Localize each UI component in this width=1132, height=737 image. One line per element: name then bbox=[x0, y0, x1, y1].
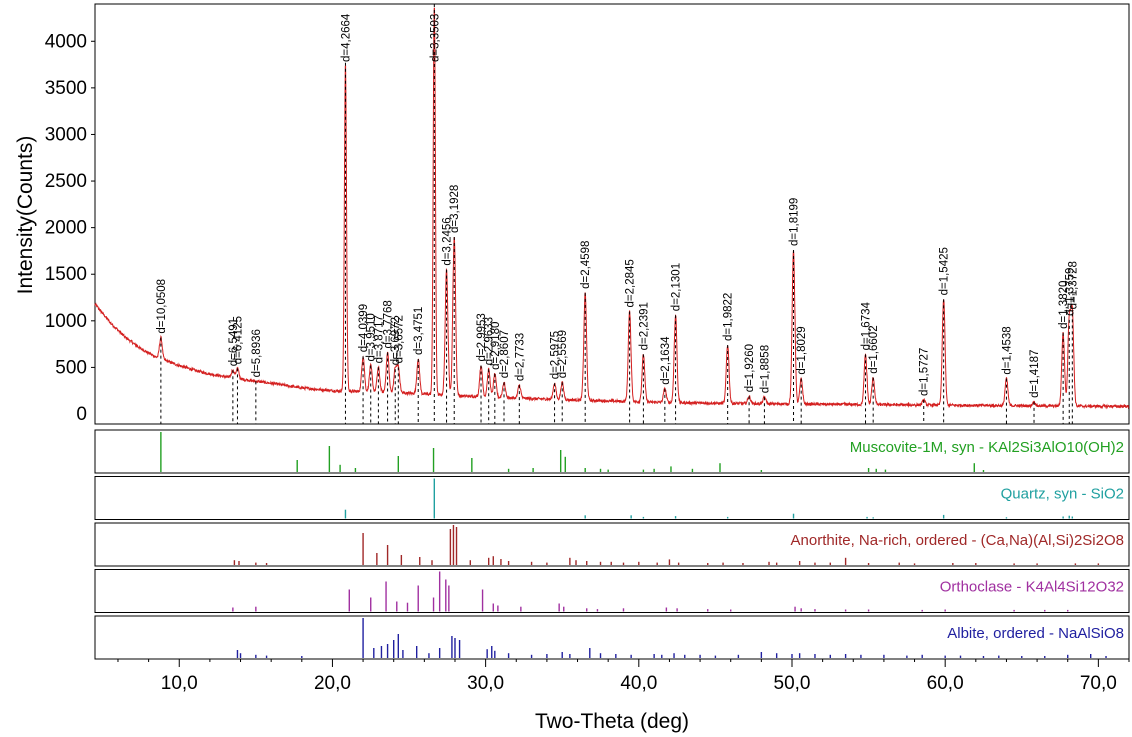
peak-d-label: d=1,6734 bbox=[861, 302, 873, 351]
peak-d-label: d=1,9822 bbox=[723, 293, 735, 341]
peak-d-label: d=3,8717 bbox=[373, 315, 385, 363]
phase-name-label: Anorthite, Na-rich, ordered - (Ca,Na)(Al… bbox=[791, 532, 1124, 549]
y-tick-label: 3500 bbox=[45, 78, 87, 99]
y-tick-label: 500 bbox=[55, 357, 87, 378]
y-tick-label: 1500 bbox=[45, 264, 87, 285]
peak-d-label: d=2,9633 bbox=[484, 317, 496, 365]
peak-d-label: d=4,0399 bbox=[358, 304, 370, 352]
phase-panel-frame bbox=[94, 615, 1130, 660]
x-tick-label: 50,0 bbox=[774, 673, 811, 694]
peak-d-label: d=5,8936 bbox=[251, 329, 263, 377]
peak-d-label: d=1,5727 bbox=[919, 348, 931, 396]
peak-d-label: d=1,8858 bbox=[759, 345, 771, 393]
y-tick-label: 1000 bbox=[45, 311, 87, 332]
phase-name-label: Quartz, syn - SiO2 bbox=[1001, 486, 1124, 503]
peak-d-label: d=3,4751 bbox=[413, 307, 425, 355]
peak-d-label: d=2,9953 bbox=[476, 313, 488, 361]
peak-d-label: d=2,4598 bbox=[580, 241, 592, 289]
x-tick-label: 70,0 bbox=[1080, 673, 1117, 694]
x-tick-label: 30,0 bbox=[467, 673, 504, 694]
y-tick-label: 3000 bbox=[45, 124, 87, 145]
main-plot-frame bbox=[94, 3, 1130, 425]
phase-panel: Muscovite-1M, syn - KAl2Si3AlO10(OH)2 bbox=[94, 429, 1130, 474]
peak-d-label: d=1,3728 bbox=[1067, 261, 1079, 309]
phase-panel: Quartz, syn - SiO2 bbox=[94, 476, 1130, 520]
phase-panel-frame bbox=[94, 569, 1130, 613]
peak-d-label: d=6,5491 bbox=[228, 318, 240, 366]
peak-d-label: d=1,4538 bbox=[1002, 326, 1014, 374]
peak-d-label: d=6,4125 bbox=[233, 316, 245, 364]
peak-d-label: d=3,3503 bbox=[429, 14, 441, 62]
phase-panel: Orthoclase - K4Al4Si12O32 bbox=[94, 569, 1130, 613]
x-tick-label: 40,0 bbox=[620, 673, 657, 694]
peak-d-label: d=10,0508 bbox=[156, 279, 168, 334]
peak-d-label: d=3,7768 bbox=[383, 300, 395, 348]
peak-d-label: d=2,1634 bbox=[660, 336, 672, 385]
peak-d-label: d=2,8607 bbox=[499, 330, 511, 378]
y-tick-label: 2500 bbox=[45, 171, 87, 192]
x-tick-label: 20,0 bbox=[314, 673, 351, 694]
phase-name-label: Muscovite-1M, syn - KAl2Si3AlO10(OH)2 bbox=[850, 439, 1124, 456]
y-tick-label: 4000 bbox=[45, 31, 87, 52]
phase-name-label: Albite, ordered - NaAlSiO8 bbox=[947, 625, 1124, 642]
phase-reference-panels: Muscovite-1M, syn - KAl2Si3AlO10(OH)2 Qua… bbox=[94, 429, 1130, 660]
phase-panel-frame bbox=[94, 429, 1130, 474]
peak-d-label: d=2,7733 bbox=[514, 333, 526, 381]
peak-d-label: d=3,1928 bbox=[449, 185, 461, 233]
peak-d-label: d=1,4187 bbox=[1029, 350, 1041, 398]
peak-d-label: d=2,1301 bbox=[671, 263, 683, 311]
peak-d-label: d=3,6572 bbox=[393, 315, 405, 363]
phase-panel-frame bbox=[94, 476, 1130, 520]
peak-d-label: d=1,8029 bbox=[796, 326, 808, 374]
phase-panel: Anorthite, Na-rich, ordered - (Ca,Na)(Al… bbox=[94, 522, 1130, 567]
x-axis-title: Two-Theta (deg) bbox=[535, 710, 689, 733]
peak-d-label: d=1,3820 bbox=[1058, 281, 1070, 329]
y-tick-label: 2000 bbox=[45, 218, 87, 239]
phase-panel: Albite, ordered - NaAlSiO8 bbox=[94, 615, 1130, 660]
peak-d-label: d=2,9180 bbox=[490, 322, 502, 370]
peak-d-label: d=2,2845 bbox=[625, 259, 637, 307]
y-tick-label-zero: 0 bbox=[76, 404, 87, 425]
main-pattern-panel: 500 1000 1500 2000 2500 3000 3500 4000 0 d=10,050… bbox=[45, 3, 1130, 425]
peak-d-label: d=2,5569 bbox=[557, 330, 569, 378]
peak-d-label: d=2,2391 bbox=[638, 302, 650, 350]
x-axis: 10,0 20,0 30,0 40,0 50,0 60,0 70,0 bbox=[117, 659, 1130, 694]
phase-panel-frame bbox=[94, 522, 1130, 567]
peak-d-label: d=1,3759 bbox=[1064, 268, 1076, 316]
x-tick-label: 10,0 bbox=[161, 673, 198, 694]
peak-d-label: d=1,9260 bbox=[744, 344, 756, 392]
y-axis-title: Intensity(Counts) bbox=[14, 136, 37, 295]
x-tick-label: 60,0 bbox=[927, 673, 964, 694]
peak-d-label: d=1,6602 bbox=[868, 325, 880, 373]
peak-d-label: d=1,5425 bbox=[939, 247, 951, 295]
peak-d-label: d=3,9510 bbox=[366, 313, 378, 361]
phase-name-label: Orthoclase - K4Al4Si12O32 bbox=[940, 579, 1124, 596]
peak-d-label: d=2,5975 bbox=[550, 331, 562, 379]
diffraction-pattern-line bbox=[94, 7, 1130, 410]
peak-d-label: d=3,2456 bbox=[442, 217, 454, 265]
peak-d-label: d=1,8199 bbox=[789, 198, 801, 246]
peak-d-label: d=3,6972 bbox=[390, 317, 402, 365]
peak-d-label: d=4,2664 bbox=[341, 13, 353, 62]
